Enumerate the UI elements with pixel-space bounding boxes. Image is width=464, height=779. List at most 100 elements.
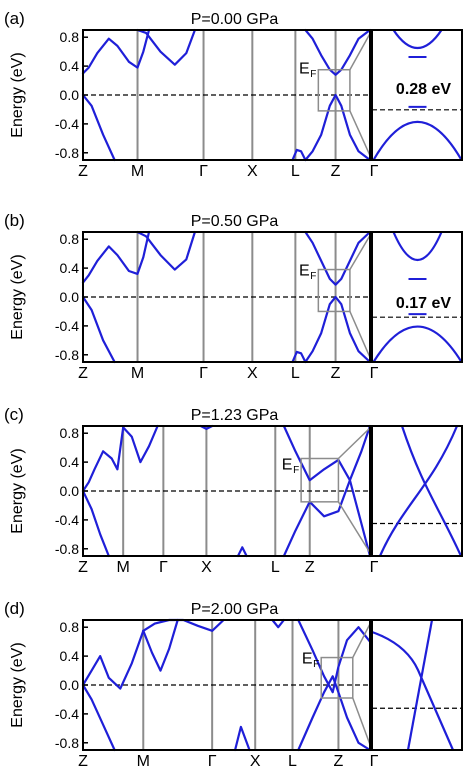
y-tick-label: 0.4 [60,648,80,664]
band-line [291,148,307,162]
y-tick-label: 0.8 [60,619,80,635]
y-tick-label: 0.0 [60,289,80,305]
panel-label: (c) [4,405,24,424]
x-tick-label: Γ [199,365,208,382]
band-line [81,28,151,75]
band-line [81,426,125,493]
inset-panel: 0.28 eV [371,29,463,161]
inset-frame [371,29,463,161]
fermi-level-label: E [299,60,310,77]
y-tick-label: -0.4 [55,706,79,722]
band-line [297,618,372,694]
x-tick-label: Γ [370,559,379,576]
zoom-connector-top [337,425,373,460]
band-line [236,546,248,558]
fermi-level-subscript: F [313,659,319,670]
band-line [81,230,151,284]
y-tick-label: -0.4 [55,512,79,528]
band-line [304,93,372,162]
x-tick-label: Γ [159,559,168,576]
band-line [81,93,116,162]
zoom-box [320,656,354,699]
y-axis-label: Energy (eV) [9,254,26,339]
y-tick-label: 0.0 [60,87,80,103]
x-tick-label: Γ [370,163,379,180]
y-tick-label: 0.4 [60,58,80,74]
x-tick-label: L [271,559,280,576]
x-tick-label: X [201,559,212,576]
inset-band-b [406,619,434,751]
y-tick-label: 0.4 [60,454,80,470]
fermi-level-subscript: F [293,465,299,476]
x-tick-label: Z [78,365,88,382]
band-gap-label: 0.28 eV [396,81,451,98]
fermi-level-label: E [299,262,310,279]
y-axis-label: Energy (eV) [9,448,26,533]
band-line [136,230,196,271]
inset-frame [371,231,463,363]
band-line [291,350,307,364]
band-line [142,618,179,672]
x-tick-label: Z [305,559,315,576]
fermi-level-subscript: F [310,69,316,80]
x-tick-label: Z [78,753,88,770]
zoom-box [317,68,351,112]
band-line [122,424,159,464]
x-tick-label: Z [78,163,88,180]
x-tick-label: M [137,753,150,770]
band-line [81,683,116,752]
zoom-connector-bottom [337,501,373,557]
inset-band-a [378,425,459,557]
x-tick-label: Γ [208,753,217,770]
fermi-level-label: E [282,456,293,473]
inset-conduction-band [392,231,443,262]
fermi-level-label: E [302,650,313,667]
band-line [81,489,110,558]
panel-1: (b) P=0.50 GPa Energy (eV) E F 0.8 0.4 0.0 -0.4 -… [4,211,463,382]
zoom-connector-top [349,29,373,71]
band-line [282,424,372,558]
panel-title: P=1.23 GPa [191,407,279,424]
y-tick-label: 0.0 [60,677,80,693]
inset-band-a [371,630,455,751]
zoom-connector-bottom [352,697,373,751]
fermi-level-subscript: F [310,271,316,282]
y-tick-label: 0.8 [60,231,80,247]
x-tick-label: L [291,365,300,382]
y-tick-label: -0.4 [55,116,79,132]
band-line [282,424,372,558]
x-tick-label: Γ [370,365,379,382]
y-tick-label: 0.0 [60,483,80,499]
x-tick-label: X [247,163,258,180]
inset-valence-band [372,325,463,363]
panel-title: P=0.00 GPa [191,11,279,28]
panel-label: (b) [4,211,25,230]
x-tick-label: L [291,163,300,180]
y-tick-label: -0.8 [55,735,79,751]
zoom-box [317,268,351,313]
panel-3: (d) P=2.00 GPa Energy (eV) E F 0.8 0.4 0.0 -0.4 -… [4,599,463,770]
y-tick-label: -0.8 [55,347,79,363]
panel-2: (c) P=1.23 GPa Energy (eV) E F 0.8 0.4 0.0 -0.4 -… [4,405,463,576]
band-line [81,295,116,364]
x-tick-label: M [117,559,130,576]
zoom-connector-top [352,619,373,658]
zoom-connector-bottom [349,110,373,161]
y-tick-label: -0.8 [55,145,79,161]
inset-valence-band [372,121,463,161]
band-line [234,725,251,752]
y-tick-label: 0.4 [60,260,80,276]
panel-title: P=0.50 GPa [191,213,279,230]
inset-conduction-band [392,29,443,49]
x-tick-label: Γ [370,753,379,770]
x-tick-label: M [131,365,144,382]
panel-0: (a) P=0.00 GPa Energy (eV) E F 0.8 0.4 0.0 -0.4 -… [4,9,463,180]
inset-band-b [400,425,462,557]
x-tick-label: Z [331,163,341,180]
x-tick-label: Z [78,559,88,576]
inset-panel: 0.17 eV [371,231,463,363]
band-line [304,28,372,76]
inset-frame [371,425,463,557]
panel-title: P=2.00 GPa [191,601,279,618]
